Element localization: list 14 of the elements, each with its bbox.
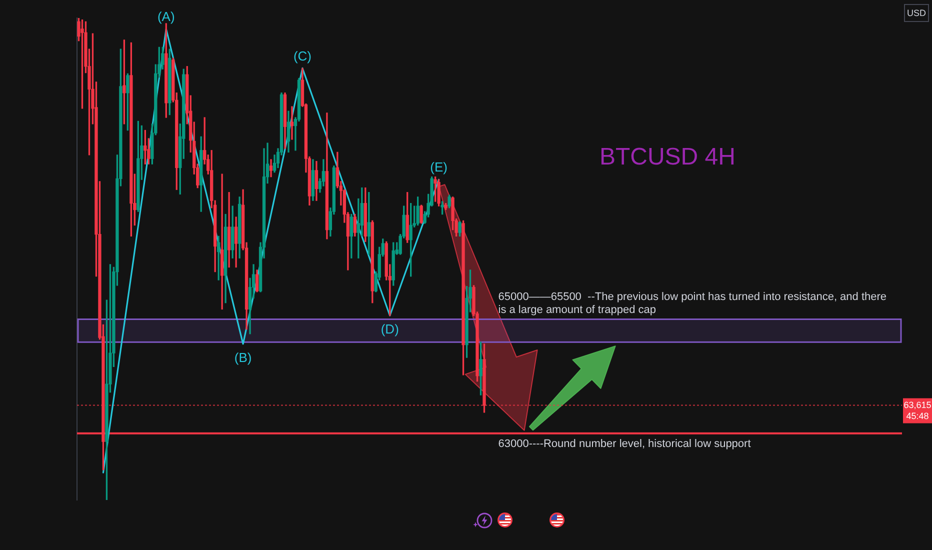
- data-label: (C): [293, 48, 312, 64]
- band-label: 65000——65500 --The previous low point has turned into resistance, and there is a large amount of trapped cap: [498, 290, 887, 316]
- ref-line-label: 63,615: [904, 400, 932, 410]
- candlestick: [220, 174, 224, 310]
- data-label: (D): [380, 322, 399, 337]
- candlestick: [216, 236, 220, 280]
- candlestick: [290, 106, 294, 140]
- text: USD: [906, 8, 926, 18]
- data-label: (E): [430, 160, 448, 175]
- ref-line-label: 63000----Round number level, historical low support: [498, 438, 751, 450]
- text: BTCUSD 4H: [599, 143, 736, 170]
- data-label: (A): [157, 9, 175, 24]
- text: 45:48: [906, 410, 929, 421]
- data-label: (B): [234, 350, 252, 365]
